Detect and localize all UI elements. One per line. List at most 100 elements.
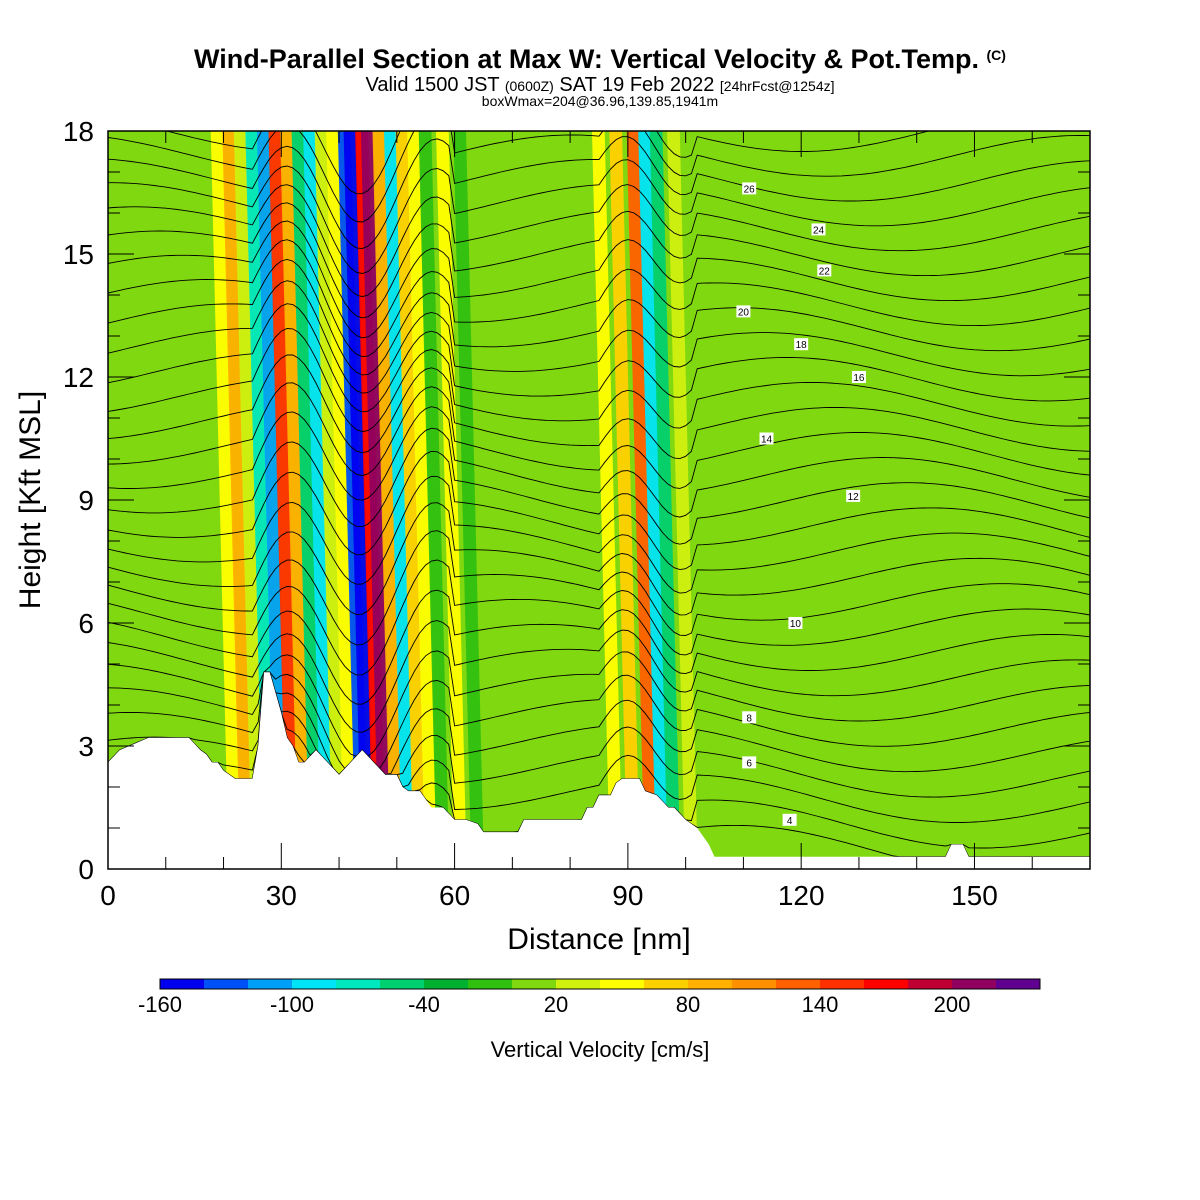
y-tick-label: 6 <box>78 608 94 639</box>
contour-label: 26 <box>744 184 756 195</box>
isentrope-line <box>108 303 1090 413</box>
velocity-band <box>268 131 300 869</box>
isentrope-line <box>108 354 1090 460</box>
contour-label: 6 <box>746 758 752 769</box>
velocity-field <box>199 131 698 869</box>
colorbar-tick-label: -100 <box>270 992 314 1017</box>
velocity-band <box>233 131 265 869</box>
colorbar-swatch <box>820 979 865 989</box>
colorbar-swatch <box>908 979 953 989</box>
isentrope-line <box>108 559 1090 676</box>
velocity-band <box>280 131 311 869</box>
colorbar-tick-label: 200 <box>934 992 971 1017</box>
contour-label-bg <box>794 338 809 351</box>
box-info: boxWmax=204@36.96,139.85,1941m <box>481 93 719 109</box>
valid-utc: (0600Z) <box>504 78 554 94</box>
velocity-band <box>418 131 450 869</box>
isentrope-line <box>108 328 1090 433</box>
contour-label-bg <box>811 223 826 236</box>
terrain <box>108 672 1090 869</box>
valid-prefix: Valid 1500 JST <box>365 74 500 96</box>
velocity-band <box>326 131 357 869</box>
isentrope-line <box>108 530 1090 646</box>
isentrope-line <box>108 475 1090 594</box>
isentrope-line <box>108 671 1090 770</box>
y-tick-label: 12 <box>63 362 94 393</box>
velocity-band <box>384 131 415 869</box>
velocity-band <box>407 131 438 869</box>
velocity-band <box>667 131 698 869</box>
y-axis-title: Height [Kft MSL] <box>14 391 47 609</box>
contour-label: 4 <box>787 816 793 827</box>
colorbar-tick-label: 80 <box>676 992 700 1017</box>
isentrope-line <box>108 159 1090 274</box>
isentrope-line <box>108 202 1090 319</box>
contour-label-bg <box>759 432 774 445</box>
x-tick-label: 90 <box>612 880 643 911</box>
isentrope-line <box>108 589 1090 705</box>
contour-label-bg <box>742 756 757 769</box>
colorbar-swatch <box>996 979 1041 989</box>
isentrope-line <box>108 131 1090 223</box>
velocity-band <box>291 131 323 869</box>
colorbar-frame <box>159 978 1041 990</box>
contour-label: 24 <box>813 225 825 236</box>
colorbar: -160 -100 -40 20 80 140 200 <box>138 978 1041 1017</box>
colorbar-swatch <box>952 979 997 989</box>
contour-label: 18 <box>796 340 808 351</box>
velocity-band <box>303 131 334 869</box>
contour-label: 20 <box>738 307 750 318</box>
velocity-band <box>649 131 681 869</box>
colorbar-swatch <box>732 979 777 989</box>
y-tick-label: 3 <box>78 731 94 762</box>
colorbar-swatch <box>776 979 821 989</box>
isentrope-line <box>108 220 1090 339</box>
isentrope-line <box>108 136 1090 250</box>
colorbar-tick-label: 20 <box>544 992 568 1017</box>
colorbar-swatch <box>204 979 249 989</box>
contour-label-bg <box>742 182 757 195</box>
contour-label-bg <box>788 617 803 629</box>
y-tick-label: 15 <box>63 239 94 270</box>
velocity-band <box>591 131 623 869</box>
x-axis-title: Distance [nm] <box>507 923 690 956</box>
velocity-band <box>638 131 669 869</box>
colorbar-swatch <box>600 979 645 989</box>
isentrope-lines <box>108 131 1090 858</box>
colorbar-swatch <box>424 979 469 989</box>
contour-label: 16 <box>853 373 865 384</box>
velocity-band <box>609 131 641 869</box>
y-tick-label: 9 <box>78 485 94 516</box>
contour-label-bg <box>817 264 832 277</box>
contour-label: 22 <box>819 266 831 277</box>
velocity-band <box>199 131 230 869</box>
colorbar-swatch <box>468 979 513 989</box>
colorbar-swatch <box>644 979 689 989</box>
contour-label-bg <box>782 813 797 826</box>
isentrope-line <box>108 406 1090 518</box>
contour-label: 14 <box>761 435 773 446</box>
copyright-mark: (C) <box>986 47 1006 63</box>
contour-label: 8 <box>746 713 752 724</box>
contour-labels: 4 6 8 10 12 14 16 18 20 22 24 26 <box>736 182 866 827</box>
isentrope-line <box>108 184 1090 298</box>
colorbar-swatch <box>336 979 381 989</box>
axes: 0 30 60 90 120 150 0 3 6 9 12 15 18 <box>63 116 1090 911</box>
isentrope-line <box>108 650 1090 757</box>
velocity-band <box>256 131 288 869</box>
y-tick-label: 0 <box>78 854 94 885</box>
plot-area: 4 6 8 10 12 14 16 18 20 22 24 26 <box>107 130 1091 870</box>
velocity-band <box>372 131 404 869</box>
colorbar-swatch <box>160 979 205 989</box>
isentrope-line <box>108 620 1090 733</box>
x-tick-label: 60 <box>439 880 470 911</box>
chart-subtitle: Valid 1500 JST (0600Z) SAT 19 Feb 2022 [… <box>0 74 1200 97</box>
isentrope-line <box>108 259 1090 376</box>
x-tick-label: 30 <box>266 880 297 911</box>
forecast-info: [24hrFcst@1254z] <box>719 78 835 94</box>
colorbar-swatch <box>512 979 557 989</box>
isentrope-line <box>108 450 1090 571</box>
x-tick-label: 0 <box>100 880 116 911</box>
valid-date: SAT 19 Feb 2022 <box>559 74 715 96</box>
